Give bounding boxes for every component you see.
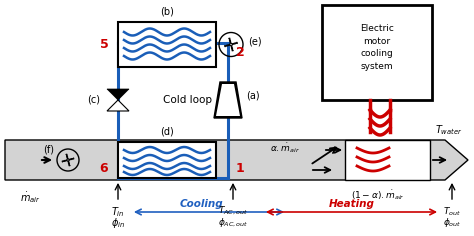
Text: $\alpha.\dot{m}_{air}$: $\alpha.\dot{m}_{air}$ (270, 141, 300, 155)
Text: $\phi_{in}$: $\phi_{in}$ (111, 216, 125, 230)
Bar (118, 22, 216, 67)
Bar (118, 142, 216, 178)
Text: (c): (c) (88, 95, 100, 105)
Text: (a): (a) (246, 90, 260, 100)
Text: $\phi_{out}$: $\phi_{out}$ (443, 216, 461, 229)
Text: 6: 6 (100, 161, 109, 174)
Polygon shape (214, 82, 242, 118)
Text: Cooling: Cooling (180, 199, 223, 209)
Bar (322, 5, 432, 100)
Polygon shape (107, 100, 129, 111)
Text: $(1-\alpha).\dot{m}_{air}$: $(1-\alpha).\dot{m}_{air}$ (351, 188, 404, 202)
Text: (f): (f) (44, 145, 55, 155)
Text: Electric
motor
cooling
system: Electric motor cooling system (360, 24, 394, 71)
Bar (345, 140, 430, 180)
Polygon shape (5, 140, 468, 180)
Text: Cold loop: Cold loop (164, 95, 212, 105)
Text: 1: 1 (236, 161, 245, 174)
Text: Heating: Heating (328, 199, 374, 209)
Text: (b): (b) (160, 7, 174, 17)
Text: $\phi_{AC,out}$: $\phi_{AC,out}$ (218, 216, 248, 229)
Text: 2: 2 (236, 46, 245, 59)
Text: $T_{in}$: $T_{in}$ (111, 205, 125, 219)
Polygon shape (216, 84, 240, 116)
Polygon shape (107, 89, 129, 100)
Text: $T_{water}$: $T_{water}$ (435, 123, 463, 137)
Text: $T_{out}$: $T_{out}$ (443, 205, 461, 218)
Text: 5: 5 (100, 38, 109, 51)
Text: (d): (d) (160, 126, 174, 136)
Text: $\dot{m}_{air}$: $\dot{m}_{air}$ (19, 190, 40, 205)
Text: $T_{AC,out}$: $T_{AC,out}$ (218, 205, 248, 217)
Text: (e): (e) (248, 37, 262, 46)
